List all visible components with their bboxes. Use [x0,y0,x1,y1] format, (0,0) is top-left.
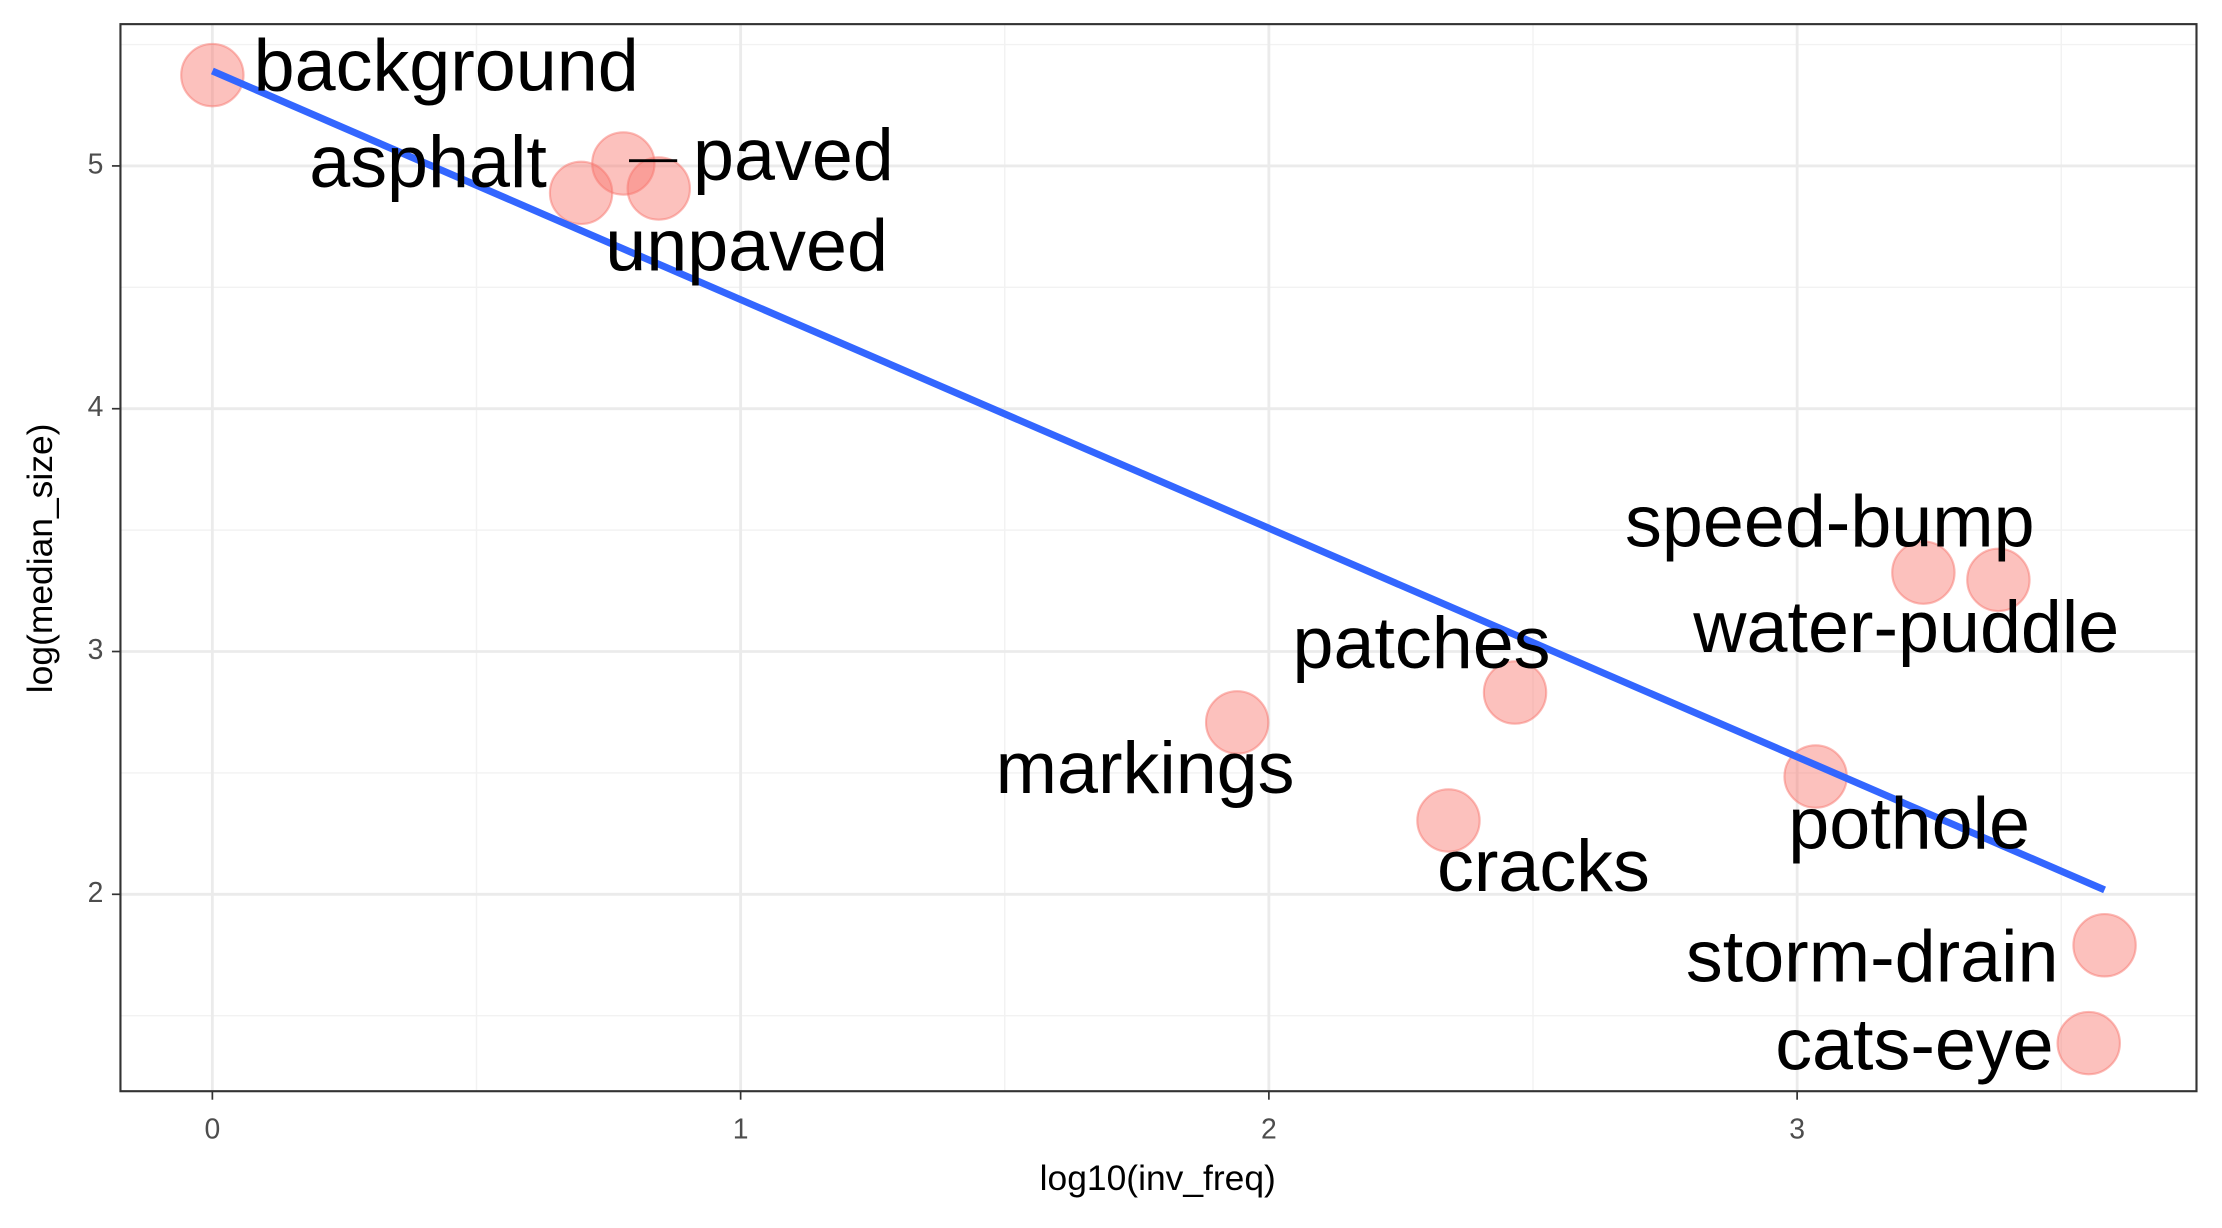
point-label: asphalt [309,120,547,203]
x-tick-label: 3 [1789,1113,1805,1145]
point [1482,660,1548,725]
point-label: patches [1292,601,1550,684]
point-label: unpaved [605,203,888,286]
x-tick-label: 1 [733,1113,749,1145]
y-tick-label: 4 [88,391,104,423]
plot-border [119,23,2198,1093]
point [2056,1010,2121,1076]
point [1416,788,1481,853]
point [2072,913,2137,978]
point-label: cats-eye [1775,1003,2053,1086]
fit-line [210,67,2106,894]
x-tick-label: 2 [1261,1113,1277,1145]
y-tick-label: 3 [88,634,104,666]
point [626,156,691,221]
point-label: markings [996,726,1295,809]
y-tick-label: 2 [88,877,104,909]
plot-background [120,24,2197,1092]
x-axis-title: log10(inv_freq) [1040,1158,1276,1198]
point-label: background [254,23,639,106]
point [1966,547,2031,613]
point-label: water-puddle [1692,585,2119,668]
point-label: cracks [1437,824,1650,907]
point-label: paved [693,113,894,196]
point-label: speed-bump [1625,480,2035,563]
point [1204,690,1270,755]
point [1891,540,1956,605]
x-tick-label: 0 [204,1113,220,1145]
y-tick-label: 5 [88,148,104,180]
point [591,131,656,196]
point-label: pothole [1788,781,2030,864]
y-axis-title: log(median_size) [20,424,60,694]
point [180,42,245,108]
point-label: storm-drain [1686,915,2059,998]
